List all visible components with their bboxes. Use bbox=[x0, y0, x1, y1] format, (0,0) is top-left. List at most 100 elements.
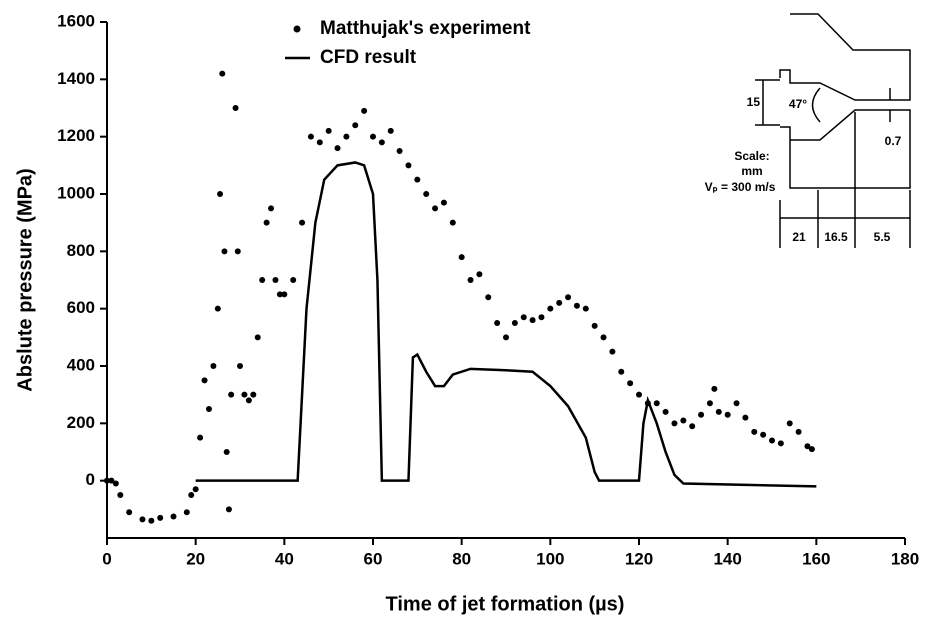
data-point bbox=[108, 477, 115, 484]
y-tick-label: 1000 bbox=[57, 183, 95, 202]
x-tick-label: 140 bbox=[713, 549, 741, 568]
data-point bbox=[795, 428, 802, 435]
nozzle-upper bbox=[779, 13, 911, 101]
data-point bbox=[724, 411, 731, 418]
data-point bbox=[591, 322, 598, 329]
data-point bbox=[225, 506, 232, 513]
data-point bbox=[556, 299, 563, 306]
data-point bbox=[241, 391, 248, 398]
data-point bbox=[290, 277, 297, 283]
data-point bbox=[192, 486, 199, 493]
data-point bbox=[698, 411, 705, 418]
data-point bbox=[636, 391, 642, 398]
inset-label: 5.5 bbox=[874, 230, 891, 244]
legend-label: Matthujak's experiment bbox=[320, 18, 531, 39]
data-point bbox=[671, 420, 678, 427]
data-point bbox=[205, 406, 212, 412]
x-tick-label: 160 bbox=[802, 549, 830, 568]
data-point bbox=[334, 145, 341, 152]
data-point bbox=[250, 391, 257, 398]
data-point bbox=[680, 417, 687, 424]
x-tick-label: 80 bbox=[452, 549, 471, 568]
data-point bbox=[245, 397, 252, 404]
data-point bbox=[769, 437, 775, 444]
data-point bbox=[689, 423, 696, 430]
x-tick-label: 20 bbox=[186, 549, 205, 568]
data-point bbox=[808, 446, 815, 453]
data-point bbox=[432, 205, 439, 212]
data-point bbox=[148, 517, 155, 524]
x-tick-label: 180 bbox=[891, 549, 919, 568]
nozzle-diagram: 15 47° 0.7 Scale: mm Vₚ = 300 m/s 21 16.… bbox=[705, 13, 911, 248]
y-tick-label: 200 bbox=[67, 413, 95, 432]
y-tick-label: 1600 bbox=[57, 11, 95, 30]
data-point bbox=[281, 291, 288, 298]
data-point bbox=[219, 70, 226, 77]
inset-label: 0.7 bbox=[885, 134, 902, 148]
data-point bbox=[414, 176, 421, 183]
data-point bbox=[370, 133, 376, 140]
x-tick-label: 100 bbox=[536, 549, 564, 568]
data-point bbox=[221, 248, 228, 255]
data-point bbox=[217, 191, 224, 197]
data-point bbox=[272, 277, 279, 283]
data-point bbox=[343, 133, 350, 140]
y-axis-label: Abslute pressure (MPa) bbox=[14, 168, 36, 391]
data-point bbox=[232, 105, 239, 111]
data-point bbox=[361, 107, 368, 114]
data-point bbox=[511, 320, 518, 326]
data-point bbox=[112, 480, 119, 487]
inset-label: Vₚ = 300 m/s bbox=[705, 180, 776, 194]
data-point bbox=[263, 219, 270, 226]
data-point bbox=[565, 294, 572, 301]
data-point bbox=[223, 449, 230, 455]
data-point bbox=[760, 431, 767, 438]
data-point bbox=[627, 380, 634, 387]
inset-label: Scale: bbox=[734, 149, 769, 163]
inset-label: 47° bbox=[789, 97, 807, 111]
data-point bbox=[188, 492, 195, 498]
data-point bbox=[711, 385, 718, 392]
data-point bbox=[733, 400, 740, 407]
data-point bbox=[476, 271, 483, 278]
data-point bbox=[538, 314, 545, 321]
y-tick-label: 1200 bbox=[57, 126, 95, 145]
data-point bbox=[582, 305, 589, 312]
data-point bbox=[259, 277, 266, 283]
data-point bbox=[387, 127, 394, 134]
data-point bbox=[316, 139, 323, 146]
y-tick-label: 0 bbox=[86, 470, 95, 489]
data-point bbox=[210, 363, 217, 369]
data-point bbox=[325, 127, 332, 134]
data-point bbox=[268, 205, 275, 212]
x-tick-label: 120 bbox=[625, 549, 653, 568]
x-tick-label: 40 bbox=[275, 549, 294, 568]
data-point bbox=[440, 199, 447, 206]
x-tick-label: 0 bbox=[102, 549, 111, 568]
legend-marker bbox=[293, 25, 301, 33]
data-point bbox=[467, 277, 474, 283]
data-point bbox=[609, 348, 616, 355]
data-point bbox=[618, 368, 625, 375]
data-point bbox=[234, 248, 241, 255]
data-point bbox=[520, 314, 527, 321]
data-point bbox=[139, 516, 146, 523]
x-axis-label: Time of jet formation (µs) bbox=[386, 593, 625, 615]
data-point bbox=[449, 219, 456, 226]
data-point bbox=[170, 513, 177, 520]
data-point bbox=[485, 294, 492, 301]
data-point bbox=[214, 305, 221, 312]
y-tick-label: 1400 bbox=[57, 69, 95, 88]
data-point bbox=[228, 391, 235, 398]
y-tick-label: 600 bbox=[67, 298, 95, 317]
data-point bbox=[254, 334, 261, 341]
data-point bbox=[503, 334, 509, 341]
data-point bbox=[751, 428, 758, 435]
data-point bbox=[600, 334, 607, 341]
data-point bbox=[378, 139, 385, 146]
data-point bbox=[653, 400, 660, 407]
data-point bbox=[529, 317, 536, 324]
data-point bbox=[804, 443, 811, 450]
data-point bbox=[662, 408, 669, 415]
inset-label: 16.5 bbox=[824, 230, 848, 244]
